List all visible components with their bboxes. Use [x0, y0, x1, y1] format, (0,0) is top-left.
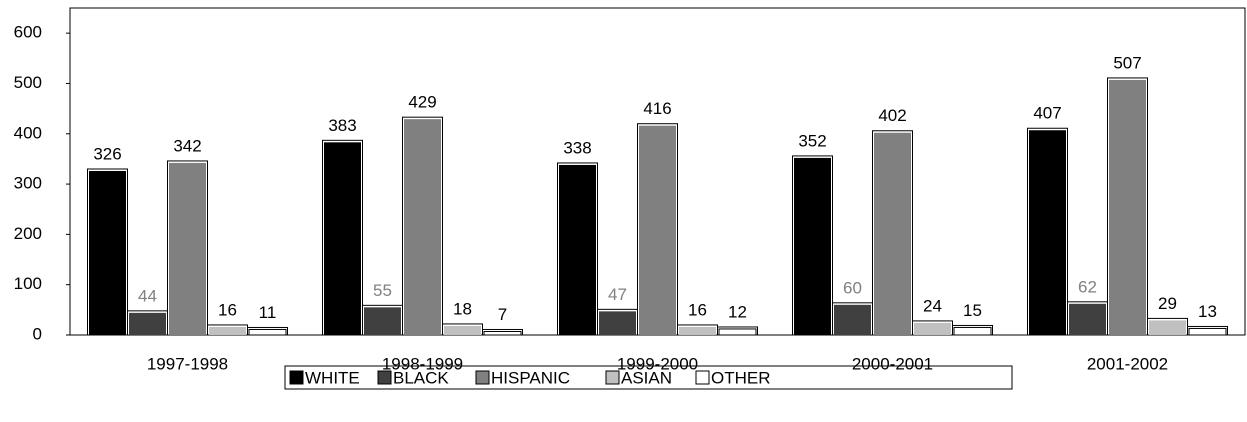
legend-swatch	[605, 370, 620, 385]
legend-label: WHITE	[305, 368, 360, 387]
bar	[679, 326, 716, 335]
x-tick-label: 2000-2001	[852, 354, 933, 373]
bar	[364, 307, 401, 335]
y-tick-label: 600	[14, 23, 42, 42]
y-tick-label: 0	[33, 324, 42, 343]
bar	[1149, 320, 1186, 335]
legend-box	[284, 365, 1013, 390]
data-label: 29	[1158, 294, 1177, 313]
bar	[483, 330, 522, 336]
data-label: 16	[688, 300, 707, 319]
data-label: 18	[453, 299, 472, 318]
data-label: 342	[173, 136, 201, 155]
data-label: 352	[798, 131, 826, 150]
x-tick-label: 1998-1999	[382, 354, 463, 373]
data-label: 24	[923, 296, 942, 315]
legend-label: ASIAN	[621, 368, 672, 387]
bar	[794, 157, 831, 335]
data-label: 7	[498, 305, 507, 324]
bar	[129, 312, 166, 335]
y-tick-label: 300	[14, 174, 42, 193]
legend-label: HISPANIC	[491, 368, 570, 387]
data-label: 55	[373, 281, 392, 300]
bar	[1188, 327, 1227, 336]
bar	[559, 164, 596, 335]
legend-label: BLACK	[393, 368, 449, 387]
legend-label: OTHER	[711, 368, 771, 387]
bar	[914, 322, 951, 335]
bar	[718, 328, 757, 336]
bar	[324, 142, 361, 335]
bar	[89, 170, 126, 335]
bar	[639, 125, 676, 335]
y-tick-label: 500	[14, 73, 42, 92]
data-label: 383	[328, 116, 356, 135]
data-label: 12	[728, 302, 747, 321]
data-label: 60	[843, 278, 862, 297]
data-label: 15	[963, 301, 982, 320]
bar	[209, 326, 246, 335]
legend-swatch	[377, 370, 392, 385]
data-label: 326	[93, 144, 121, 163]
data-label: 47	[608, 285, 627, 304]
data-label: 11	[259, 303, 277, 322]
data-label: 507	[1113, 53, 1141, 72]
bar	[599, 311, 636, 335]
data-label: 338	[563, 138, 591, 157]
bar	[169, 162, 206, 335]
bar	[1109, 79, 1146, 335]
bar	[248, 328, 287, 336]
data-label: 407	[1033, 104, 1061, 123]
y-tick-label: 400	[14, 123, 42, 142]
legend-swatch	[695, 370, 710, 385]
x-tick-label: 2001-2002	[1087, 354, 1168, 373]
data-label: 16	[218, 300, 237, 319]
x-tick-label: 1997-1998	[147, 354, 228, 373]
legend-swatch	[289, 370, 304, 385]
legend-swatch	[475, 370, 490, 385]
data-label: 62	[1078, 277, 1097, 296]
bar	[404, 119, 441, 336]
data-label: 44	[138, 286, 157, 305]
data-label: 402	[878, 106, 906, 125]
y-tick-label: 200	[14, 224, 42, 243]
x-tick-label: 1999-2000	[617, 354, 698, 373]
bar	[444, 325, 481, 335]
data-label: 13	[1198, 302, 1217, 321]
data-label: 416	[643, 99, 671, 118]
bar	[1029, 130, 1066, 335]
bar	[834, 304, 871, 335]
bar	[953, 326, 992, 336]
y-tick-label: 100	[14, 274, 42, 293]
data-label: 429	[408, 93, 436, 112]
bar	[1069, 303, 1106, 335]
bar	[874, 132, 911, 335]
